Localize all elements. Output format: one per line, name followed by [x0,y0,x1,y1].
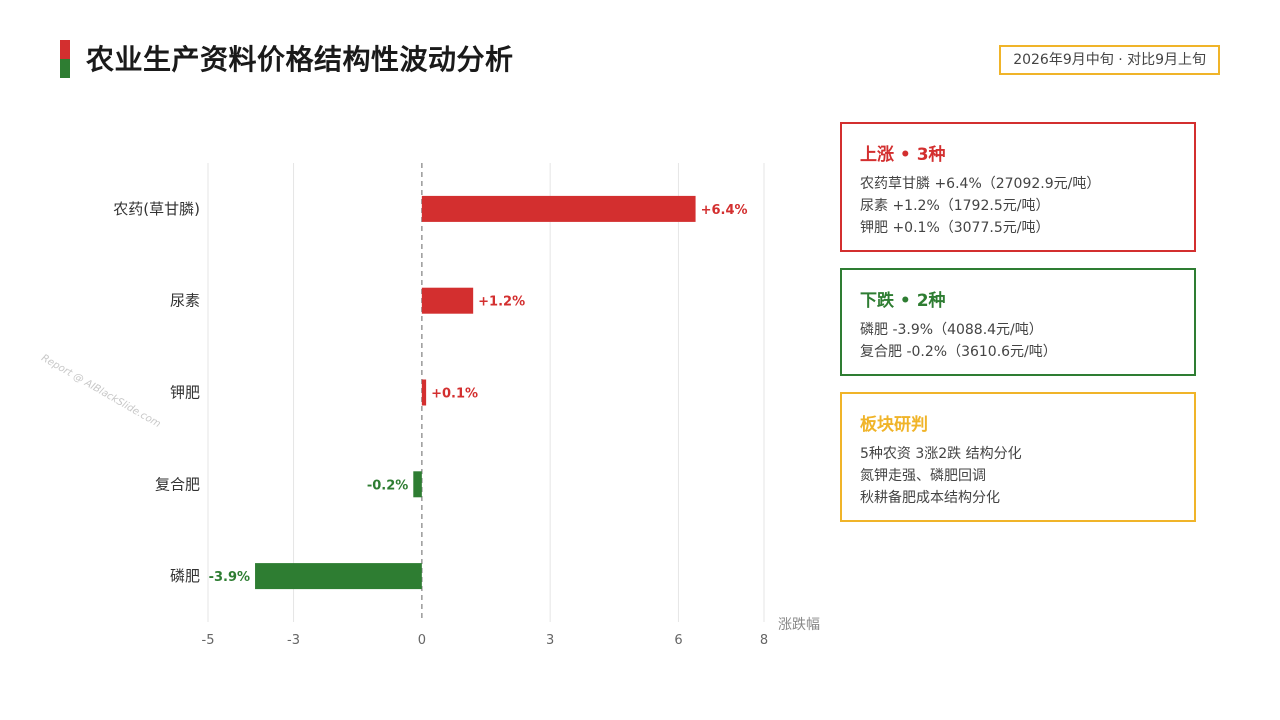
page-title: 农业生产资料价格结构性波动分析 [86,43,514,76]
sector-judgement-card: 板块研判 5种农资 3涨2跌 结构分化 氮钾走强、磷肥回调 秋耕备肥成本结构分化 [840,392,1196,522]
date-badge: 2026年9月中旬 · 对比9月上旬 [999,45,1220,75]
x-axis-title: 涨跌幅 [778,617,820,633]
category-label: 尿素 [170,292,200,310]
rise-card-line: 尿素 +1.2%（1792.5元/吨） [860,198,1050,214]
data-label: +1.2% [478,295,525,310]
rise-card-line: 钾肥 +0.1%（3077.5元/吨） [860,220,1050,236]
rise-summary-card: 上涨 • 3种 农药草甘膦 +6.4%（27092.9元/吨） 尿素 +1.2%… [840,122,1196,252]
x-tick-label: 3 [546,633,554,648]
judge-card-line: 5种农资 3涨2跌 结构分化 [860,446,1022,462]
x-tick-label: -3 [287,633,300,648]
category-label: 农药(草甘膦) [113,200,200,218]
bar [421,287,474,314]
bar [255,563,422,590]
category-label: 复合肥 [155,475,200,493]
x-tick-label: 6 [674,633,682,648]
data-label: -3.9% [209,570,250,585]
bar [421,379,427,406]
title-accent-bar [60,40,70,78]
fall-card-line: 磷肥 -3.9%（4088.4元/吨） [860,322,1043,338]
title-accent-green [60,59,70,78]
fall-card-line: 复合肥 -0.2%（3610.6元/吨） [860,344,1057,360]
category-label: 钾肥 [170,384,200,402]
fall-card-title: 下跌 • 2种 [860,291,946,311]
rise-card-line: 农药草甘膦 +6.4%（27092.9元/吨） [860,176,1101,192]
bar [421,195,696,222]
data-label: +0.1% [431,387,478,402]
title-accent-red [60,40,70,59]
judge-card-line: 氮钾走强、磷肥回调 [860,468,986,484]
category-label: 磷肥 [170,567,200,585]
fall-summary-card: 下跌 • 2种 磷肥 -3.9%（4088.4元/吨） 复合肥 -0.2%（36… [840,268,1196,376]
bar-chart: -5 -3 0 3 6 8 涨跌幅 农药(草甘膦) +6.4% 尿素 +1.2% 钾肥 +0.1% 复合肥… [113,163,820,648]
data-label: -0.2% [367,478,408,493]
bar [413,471,422,498]
judge-card-line: 秋耕备肥成本结构分化 [860,490,1000,506]
data-label: +6.4% [701,203,748,218]
x-tick-label: -5 [202,633,215,648]
x-tick-label: 8 [760,633,768,648]
x-tick-label: 0 [418,633,426,648]
judge-card-title: 板块研判 [860,415,928,435]
rise-card-title: 上涨 • 3种 [860,145,946,165]
